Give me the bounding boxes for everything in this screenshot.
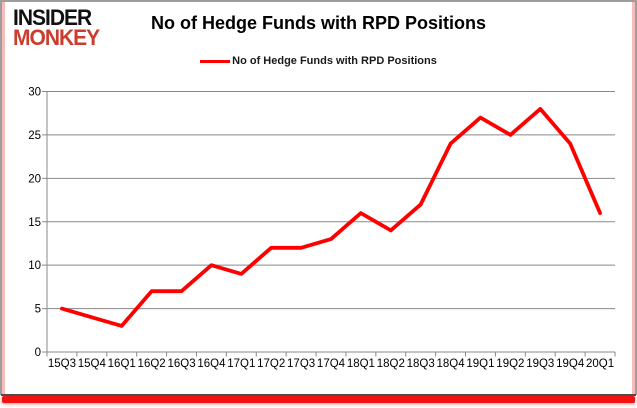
legend-red-line-icon [200,59,231,63]
chart-frame [0,0,637,395]
series-line [60,107,602,328]
x-tick-label: 19Q1 [466,358,494,370]
x-tick-label: 18Q1 [347,358,375,370]
frame-bottom-line [1,394,636,396]
y-tick-label: 30 [28,87,41,99]
x-tick-label: 19Q3 [526,358,554,370]
x-tick-label: 16Q2 [138,358,166,370]
y-tick-label: 5 [35,304,41,316]
x-tick-label: 15Q3 [48,358,76,370]
x-tick-label: 16Q1 [108,358,136,370]
x-tick-label: 17Q4 [317,358,346,370]
y-tick-label: 20 [28,173,41,185]
x-tick-label: 17Q2 [257,358,285,370]
x-tick-label: 16Q4 [197,358,226,370]
x-tick-label: 19Q2 [496,358,524,370]
x-tick-label: 15Q4 [78,358,107,370]
legend: No of Hedge Funds with RPD Positions [0,55,637,67]
page-title: No of Hedge Funds with RPD Positions [151,13,486,33]
x-tick-label: 19Q4 [556,358,585,370]
logo-text-monkey: MONKEY [13,25,100,51]
x-tick-label: 20Q1 [586,358,614,370]
y-tick-label: 10 [28,260,41,272]
bottom-accent-bar [2,396,635,403]
y-tick-label: 25 [28,130,41,142]
x-tick-label: 18Q4 [437,358,466,370]
x-tick-label: 18Q3 [407,358,435,370]
logo-text-insider: INSIDER [13,5,92,31]
x-tick-label: 18Q2 [377,358,405,370]
y-tick-label: 15 [28,217,41,229]
x-tick-label: 16Q3 [167,358,195,370]
x-tick-label: 17Q1 [227,358,255,370]
insider-monkey-logo: INSIDER MONKEY [13,5,100,51]
legend-label: No of Hedge Funds with RPD Positions [232,55,437,67]
x-tick-label: 17Q3 [287,358,315,370]
y-tick-label: 0 [35,347,41,359]
